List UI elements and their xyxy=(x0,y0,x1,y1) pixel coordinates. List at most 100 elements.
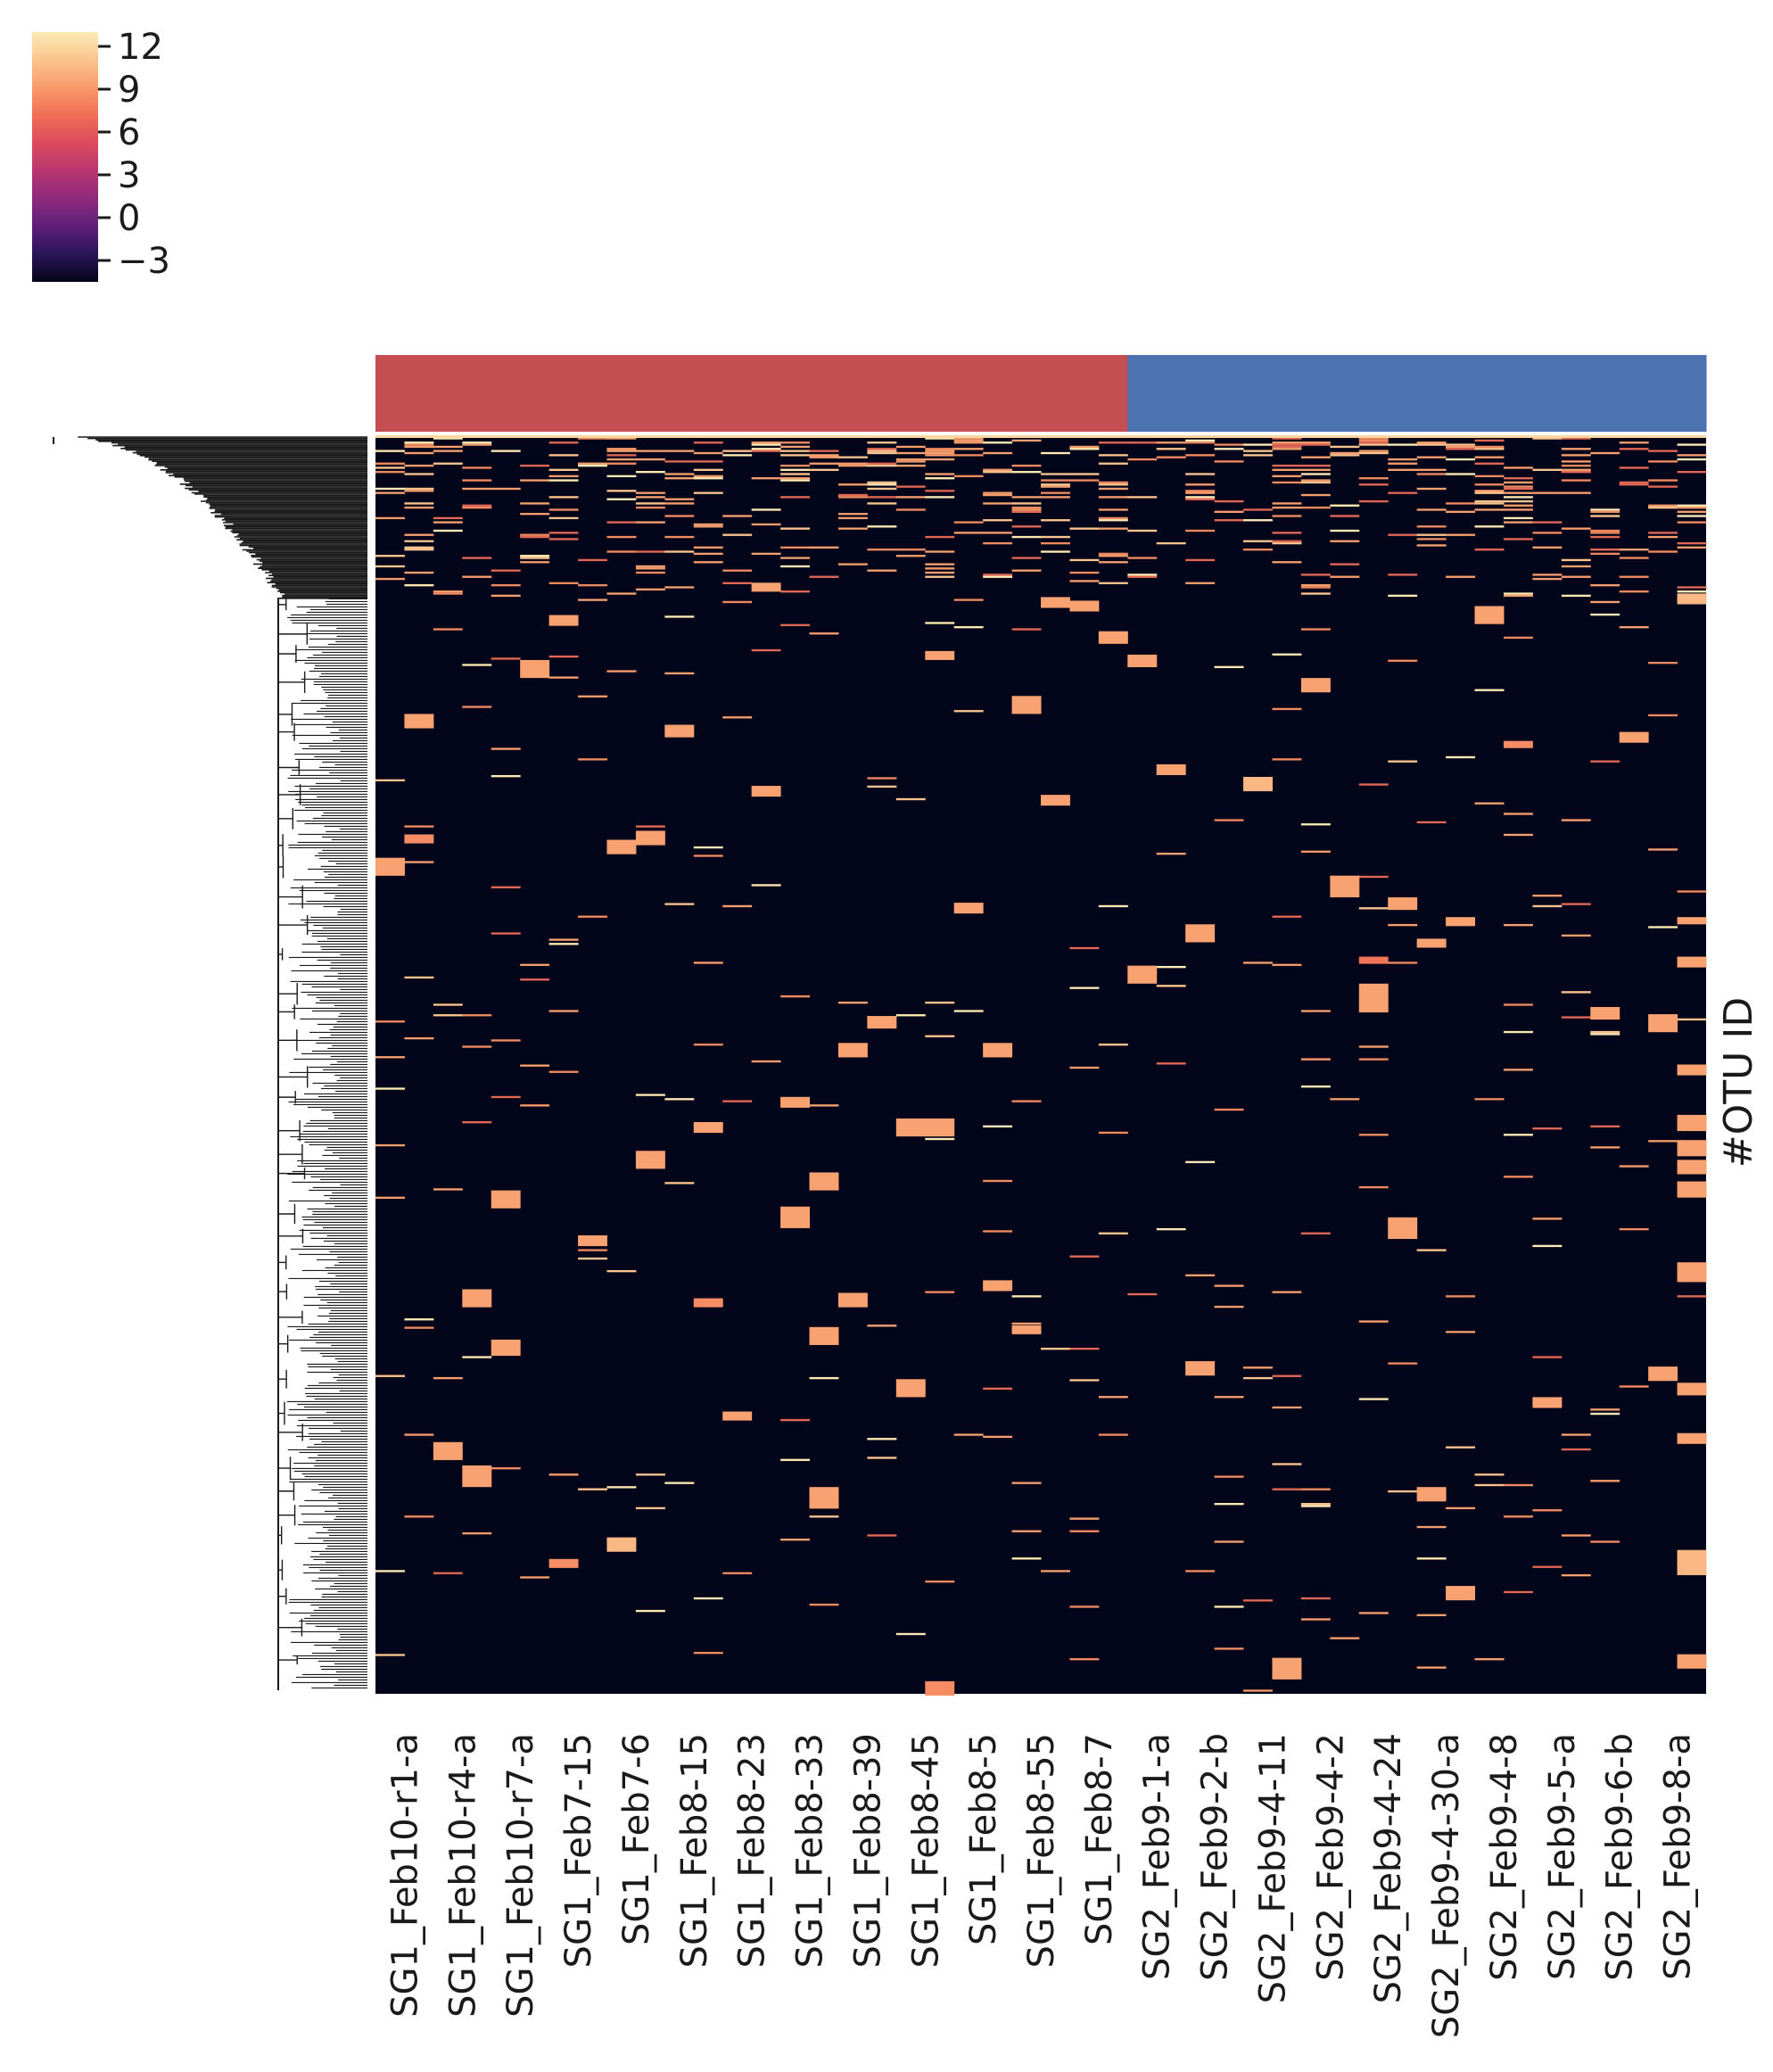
heatmap-cell xyxy=(1474,490,1505,492)
heatmap-cell xyxy=(1648,532,1678,534)
heatmap-cell xyxy=(1503,499,1533,503)
heatmap-cell xyxy=(664,724,695,727)
x-tick-label: SG1_Feb10-r7-a xyxy=(500,1733,541,2018)
heatmap-cell xyxy=(983,442,1013,444)
heatmap-cell xyxy=(635,458,665,461)
heatmap-cell xyxy=(1156,442,1186,444)
heatmap-cell xyxy=(925,1581,955,1583)
heatmap-cell xyxy=(635,588,665,591)
heatmap-cell xyxy=(606,450,637,452)
heatmap-block xyxy=(925,1118,955,1137)
heatmap-cell xyxy=(867,569,897,572)
heatmap-cell xyxy=(1098,555,1128,557)
heatmap-cell xyxy=(1532,1509,1563,1512)
heatmap-cell xyxy=(1214,1305,1244,1308)
heatmap-cell xyxy=(1532,1565,1563,1568)
heatmap-cell xyxy=(462,466,492,469)
heatmap-cell xyxy=(867,450,897,452)
heatmap-block xyxy=(780,1206,811,1228)
heatmap-cell xyxy=(433,445,463,449)
heatmap-cell xyxy=(491,1095,521,1099)
heatmap-cell xyxy=(780,496,811,499)
heatmap-cell xyxy=(375,1374,405,1377)
heatmap-block xyxy=(1677,1160,1707,1175)
heatmap-cell xyxy=(664,515,695,517)
heatmap-cell xyxy=(520,535,550,539)
heatmap-cell xyxy=(693,491,723,494)
heatmap-cell xyxy=(1358,483,1389,486)
heatmap-cell xyxy=(1041,451,1070,455)
heatmap-block xyxy=(578,1234,607,1247)
heatmap-block xyxy=(809,1487,839,1509)
heatmap-cell xyxy=(1561,594,1591,598)
heatmap-cell xyxy=(1446,575,1476,578)
heatmap-cell xyxy=(1590,515,1620,517)
heatmap-cell xyxy=(895,797,926,801)
heatmap-block xyxy=(809,1172,839,1191)
heatmap-cell xyxy=(867,1325,897,1327)
heatmap-cell xyxy=(1041,491,1070,494)
heatmap-cell xyxy=(1214,1284,1244,1287)
heatmap-cell xyxy=(1011,628,1042,631)
heatmap-cell xyxy=(635,1474,665,1476)
heatmap-cell xyxy=(635,1507,665,1510)
heatmap-cell xyxy=(693,1597,723,1600)
heatmap-cell xyxy=(983,1125,1013,1128)
heatmap-cell xyxy=(664,1482,695,1484)
heatmap-cell xyxy=(635,521,665,524)
heatmap-block xyxy=(1388,1217,1418,1240)
heatmap-cell xyxy=(953,439,984,442)
heatmap-cell xyxy=(780,527,811,530)
heatmap-cell xyxy=(1677,510,1707,514)
heatmap-cell xyxy=(1358,1058,1389,1061)
heatmap-cell xyxy=(578,758,607,761)
heatmap-block xyxy=(1127,965,1158,984)
heatmap-cell xyxy=(780,565,811,568)
heatmap-cell xyxy=(1561,903,1591,905)
heatmap-cell xyxy=(1388,1362,1418,1365)
heatmap-cell xyxy=(1243,519,1273,522)
heatmap-block xyxy=(404,714,434,729)
heatmap-cell xyxy=(520,513,550,516)
heatmap-cell xyxy=(1416,443,1447,446)
heatmap-cell xyxy=(1214,443,1244,446)
heatmap-cell xyxy=(722,904,753,908)
heatmap-cell xyxy=(1474,475,1505,478)
heatmap-cell xyxy=(1590,1030,1620,1034)
heatmap-cell xyxy=(809,456,839,458)
heatmap-block xyxy=(751,786,781,797)
heatmap-cell xyxy=(1041,1570,1070,1573)
heatmap-cell xyxy=(1300,850,1331,853)
column-color-strip xyxy=(375,355,1707,432)
heatmap-cell xyxy=(1677,454,1707,457)
heatmap-cell xyxy=(1272,443,1302,446)
heatmap-cell xyxy=(1185,439,1216,442)
heatmap-cell xyxy=(1358,1398,1389,1400)
heatmap-block xyxy=(1041,795,1070,806)
heatmap-cell xyxy=(1098,462,1128,465)
heatmap-cell xyxy=(895,496,926,499)
heatmap-cell xyxy=(375,516,405,520)
heatmap-cell xyxy=(548,496,579,499)
heatmap-cell xyxy=(1561,1016,1591,1019)
heatmap-cell xyxy=(1503,491,1533,494)
heatmap-cell xyxy=(1272,448,1302,450)
heatmap-cell xyxy=(1474,456,1505,458)
heatmap-cell xyxy=(953,1010,984,1012)
heatmap-cell xyxy=(837,493,868,497)
heatmap-cell xyxy=(635,496,665,499)
heatmap-cell xyxy=(664,502,695,505)
heatmap-cell xyxy=(491,886,521,888)
heatmap-cell xyxy=(925,451,955,455)
heatmap-cell xyxy=(1474,802,1505,805)
heatmap-block xyxy=(462,1289,492,1308)
heatmap-cell xyxy=(1069,946,1100,950)
heatmap-cell xyxy=(404,825,434,828)
heatmap-cell xyxy=(548,479,579,482)
heatmap-cell xyxy=(1011,1295,1042,1298)
heatmap-block xyxy=(433,1441,463,1460)
heatmap-block xyxy=(1098,631,1128,644)
heatmap-cell xyxy=(1041,496,1070,499)
heatmap-cell xyxy=(578,598,607,601)
heatmap-cell xyxy=(1214,519,1244,522)
